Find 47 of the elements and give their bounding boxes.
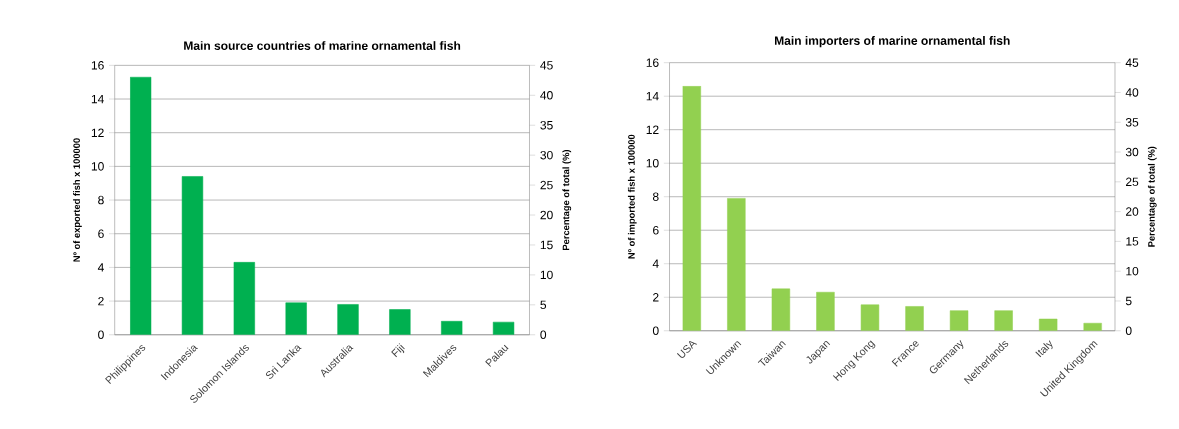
y2-tick-label: 20 xyxy=(1126,207,1139,216)
y-axis-title: Nº of exported fish x 100000 xyxy=(73,138,82,262)
y2-tick-label: 20 xyxy=(540,210,553,220)
y2-tick-label: 30 xyxy=(1125,147,1139,157)
y-tick-label: 12 xyxy=(91,128,104,137)
y-tick-label: 4 xyxy=(97,263,104,272)
y-tick-label: 14 xyxy=(91,94,104,103)
y2-tick-label: 25 xyxy=(1126,177,1139,186)
chart-title: Main importers of marine ornamental fish xyxy=(775,35,1010,48)
y-tick-label: 12 xyxy=(646,125,659,134)
y2-tick-label: 0 xyxy=(540,330,547,339)
x-tick-label: Italy xyxy=(1035,340,1053,358)
y-tick-label: 8 xyxy=(98,195,104,205)
y2-tick-label: 45 xyxy=(540,60,553,70)
y2-tick-label: 10 xyxy=(540,270,553,279)
y-tick-label: 6 xyxy=(98,229,104,238)
y2-tick-label: 35 xyxy=(1125,117,1139,127)
y-tick-label: 16 xyxy=(646,58,659,67)
y2-tick-label: 40 xyxy=(1125,88,1139,97)
y-tick-label: 2 xyxy=(98,296,104,306)
y2-tick-label: 5 xyxy=(1125,296,1132,305)
y2-tick-label: 35 xyxy=(540,120,553,130)
y2-tick-label: 0 xyxy=(1125,326,1132,335)
y2-tick-label: 15 xyxy=(540,240,553,249)
y-tick-label: 14 xyxy=(646,91,659,101)
x-tick-label: USA xyxy=(676,340,698,358)
y2-tick-label: 30 xyxy=(540,150,553,160)
y2-axis-title: Percentage of total (%) xyxy=(562,149,572,250)
y-tick-label: 8 xyxy=(652,192,659,201)
y2-tick-label: 5 xyxy=(540,300,547,309)
y-tick-label: 6 xyxy=(653,225,659,235)
chart-title: Main source countries of marine ornamental fish xyxy=(184,40,461,50)
y2-tick-label: 10 xyxy=(1126,266,1139,276)
y-tick-label: 16 xyxy=(91,60,104,70)
y2-tick-label: 25 xyxy=(540,180,553,190)
y2-tick-label: 40 xyxy=(540,90,553,100)
y-tick-label: 10 xyxy=(646,158,659,168)
y2-tick-label: 15 xyxy=(1126,236,1139,246)
y-axis-title: Nº of imported fish x 100000 xyxy=(627,134,637,259)
x-tick-label: Fiji xyxy=(391,342,405,357)
y2-tick-label: 45 xyxy=(1125,58,1139,67)
y-tick-label: 10 xyxy=(91,161,104,171)
y-tick-label: 0 xyxy=(98,330,104,339)
y-tick-label: 4 xyxy=(652,259,659,268)
y-tick-label: 2 xyxy=(653,292,659,302)
y2-axis-title: Percentage of total (%) xyxy=(1147,146,1157,247)
y-tick-label: 0 xyxy=(652,326,659,335)
